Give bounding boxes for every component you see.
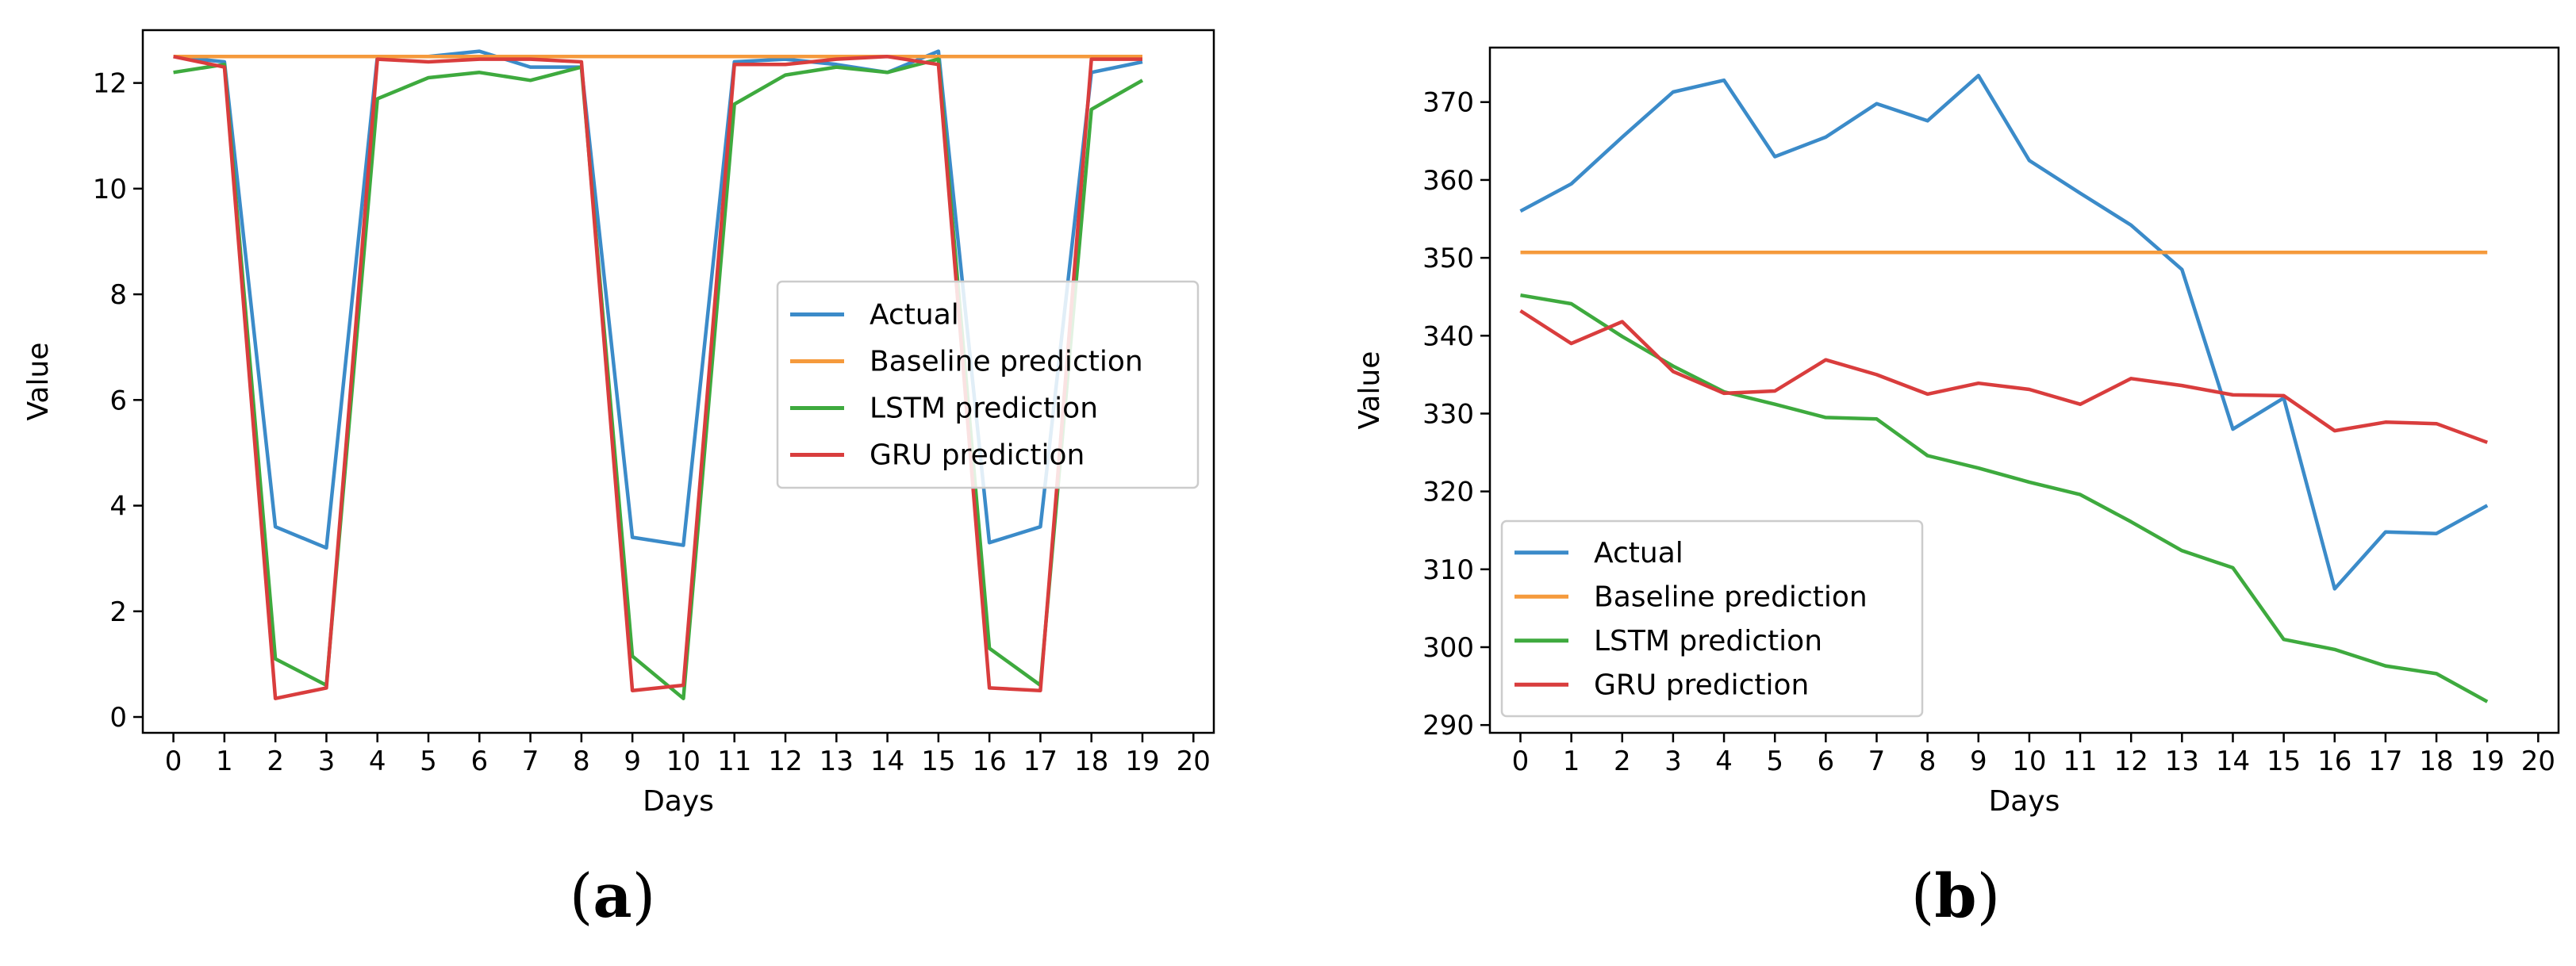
series-line-a-gru	[173, 55, 1142, 700]
y-axis-label-a: Value	[22, 343, 55, 421]
y-tick-label-a-6: 12	[93, 68, 127, 100]
x-tick-label-a-9: 9	[624, 746, 641, 777]
y-tick-label-a-2: 4	[109, 491, 127, 523]
panel-label-a-letter: a	[593, 861, 632, 931]
y-tick-label-a-3: 6	[109, 385, 127, 416]
x-tick-label-a-20: 20	[1177, 746, 1211, 777]
panel-label-b-open: (	[1910, 861, 1935, 931]
x-tick-label-a-15: 15	[921, 746, 955, 777]
x-tick-label-a-11: 11	[717, 746, 751, 777]
x-tick-label-a-18: 18	[1074, 746, 1108, 777]
x-tick-label-a-6: 6	[470, 746, 488, 777]
x-tick-label-a-19: 19	[1125, 746, 1159, 777]
y-tick-label-a-4: 8	[109, 279, 127, 311]
x-tick-label-a-1: 1	[216, 746, 233, 777]
x-tick-label-a-5: 5	[420, 746, 437, 777]
panel-label-a-open: (	[569, 861, 593, 931]
y-tick-label-a-1: 2	[109, 596, 127, 628]
panel-label-a: (a)	[533, 861, 692, 931]
x-tick-label-a-17: 17	[1023, 746, 1058, 777]
panel-label-b-letter: b	[1934, 861, 1977, 931]
x-tick-label-a-14: 14	[870, 746, 904, 777]
x-axis-label-a: Days	[643, 785, 714, 818]
legend-a: Actual Baseline prediction LSTM prediction…	[776, 280, 1200, 489]
x-tick-label-a-7: 7	[522, 746, 539, 777]
legend-box-a	[776, 280, 1200, 489]
x-tick-label-a-3: 3	[318, 746, 336, 777]
y-tick-label-a-0: 0	[109, 702, 127, 734]
x-tick-label-a-2: 2	[267, 746, 284, 777]
panel-label-a-close: )	[632, 861, 656, 931]
x-tick-label-a-16: 16	[973, 746, 1007, 777]
legend-label-a-baseline: Baseline prediction	[870, 346, 1143, 378]
x-tick-label-a-12: 12	[768, 746, 802, 777]
x-tick-label-a-8: 8	[573, 746, 590, 777]
plot-frame-a	[141, 29, 1215, 734]
x-tick-label-a-0: 0	[165, 746, 182, 777]
legend-label-a-actual: Actual	[870, 299, 959, 332]
x-tick-label-a-13: 13	[820, 746, 854, 777]
x-tick-label-a-4: 4	[369, 746, 386, 777]
panel-label-b-close: )	[1976, 861, 2001, 931]
legend-label-a-lstm: LSTM prediction	[870, 393, 1098, 425]
panel-label-b: (b)	[1876, 861, 2035, 931]
y-tick-label-a-5: 10	[93, 174, 127, 205]
legend-label-a-gru: GRU prediction	[870, 439, 1085, 472]
x-tick-label-a-10: 10	[666, 746, 701, 777]
